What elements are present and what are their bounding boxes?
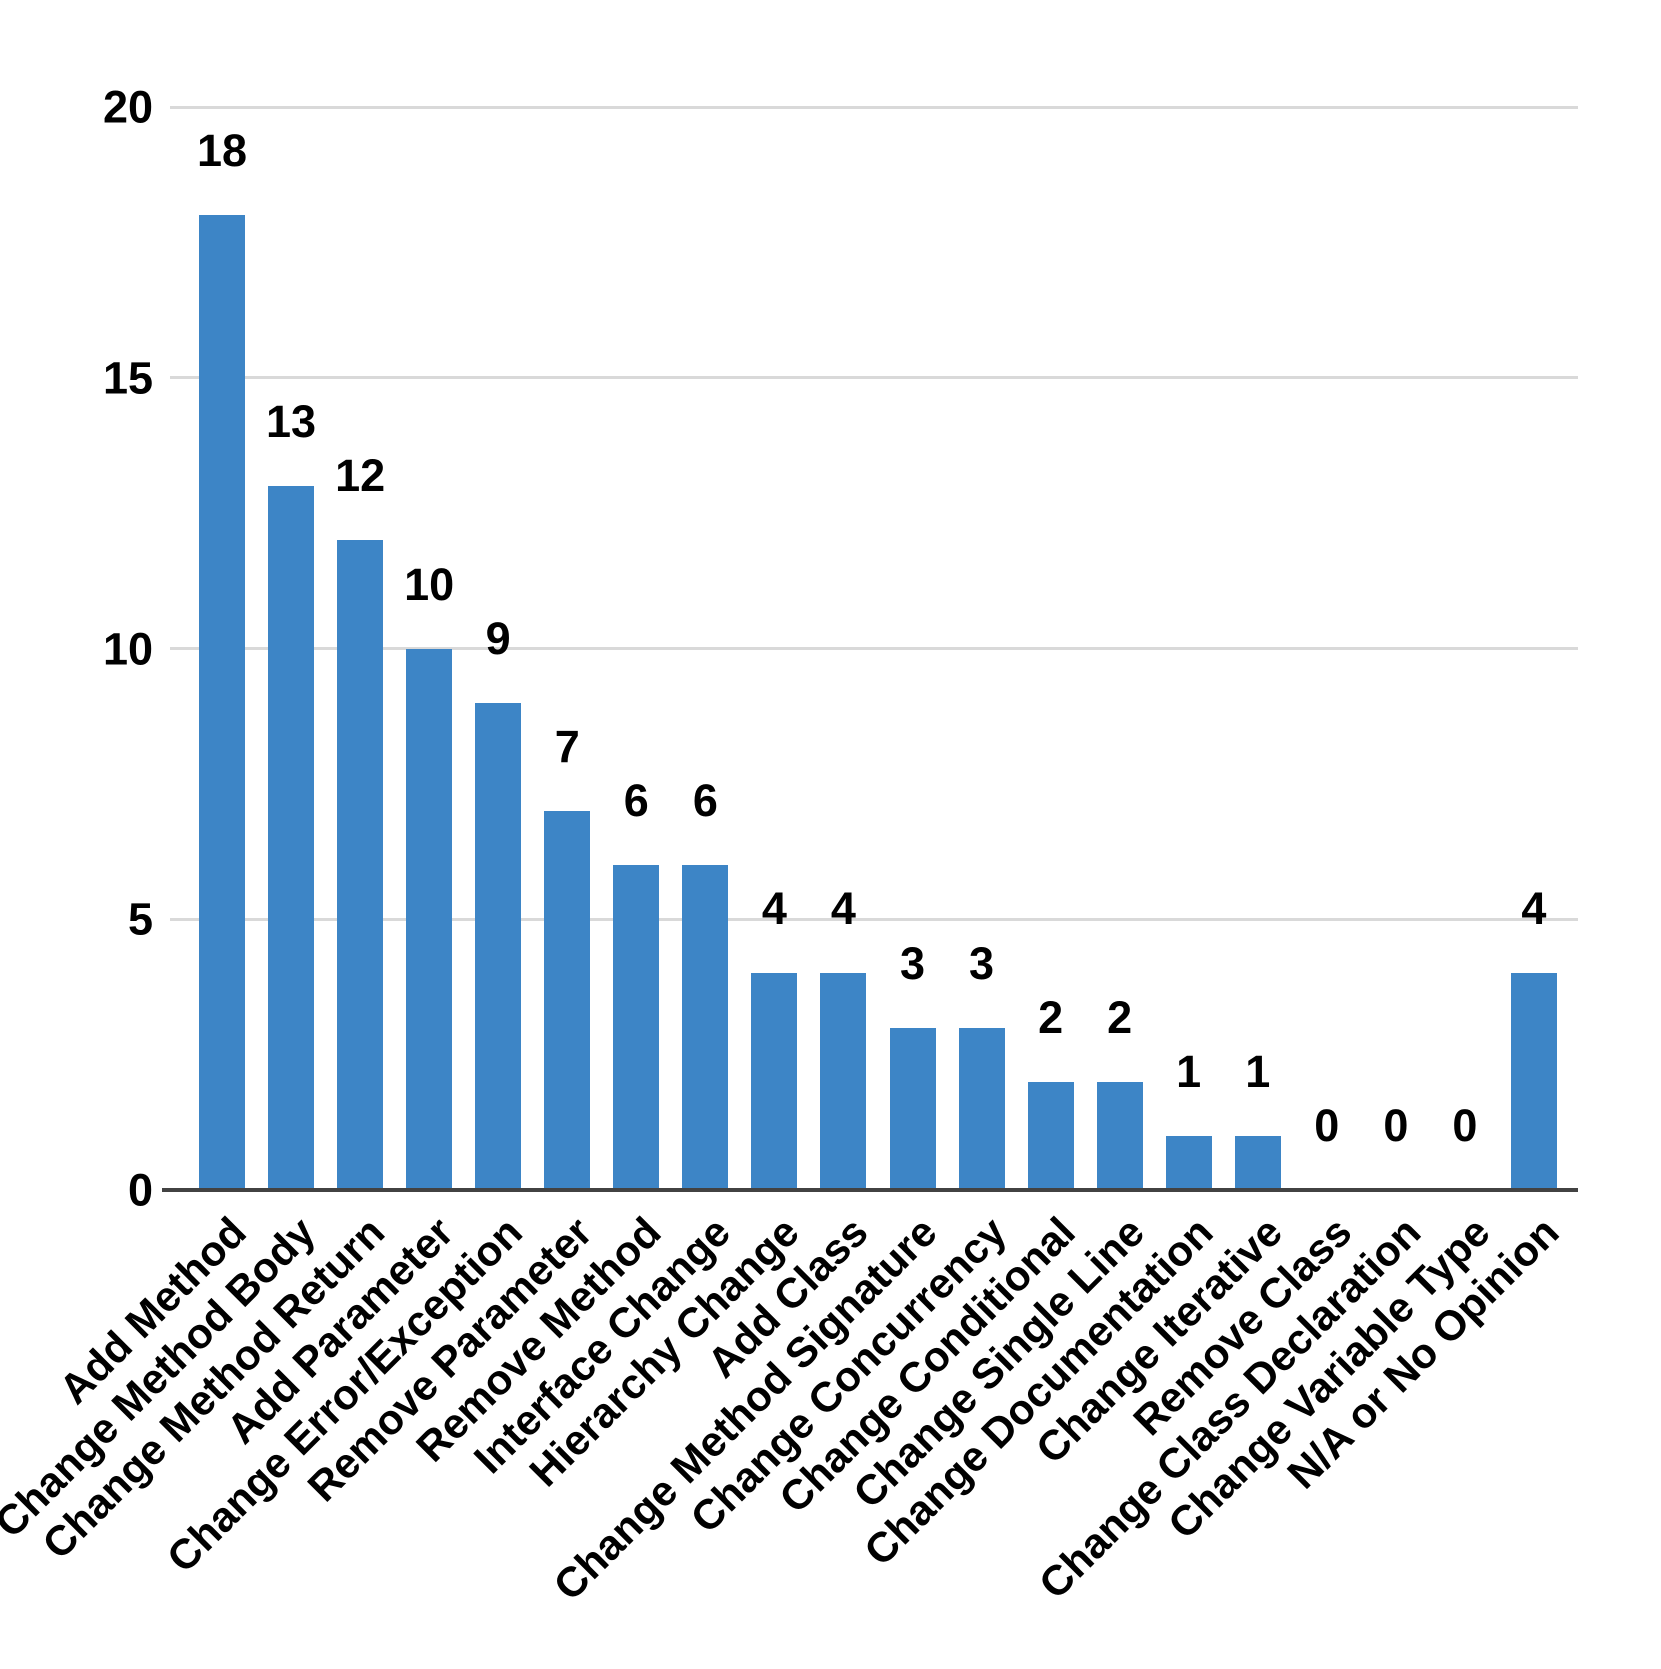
bar-19 <box>1510 973 1557 1190</box>
bar-2 <box>337 540 384 1190</box>
bar-15 <box>1234 1135 1281 1190</box>
bar-value-label: 4 <box>761 883 787 935</box>
bar-4 <box>475 702 522 1190</box>
x-axis-line <box>162 1188 1578 1192</box>
bar-value-label: 2 <box>1038 991 1064 1043</box>
bar-value-label: 2 <box>1107 991 1133 1043</box>
plot-area <box>162 105 1578 1192</box>
bar-12 <box>1027 1081 1074 1190</box>
bar-value-label: 9 <box>485 612 511 664</box>
bar-value-label: 4 <box>830 883 856 935</box>
bar-value-label: 6 <box>623 775 649 827</box>
bar-value-label: 10 <box>404 558 455 610</box>
bar-6 <box>613 865 660 1190</box>
gridline-y-10 <box>170 647 1578 650</box>
bar-value-label: 3 <box>899 937 926 989</box>
bar-3 <box>406 648 453 1190</box>
bar-value-label: 3 <box>969 937 995 989</box>
bar-13 <box>1096 1081 1143 1190</box>
y-tick-label: 10 <box>102 623 153 674</box>
bar-10 <box>889 1027 936 1190</box>
bar-value-label: 1 <box>1245 1045 1271 1097</box>
bar-11 <box>958 1027 1005 1190</box>
bar-value-label: 12 <box>335 450 386 502</box>
bar-5 <box>544 810 591 1190</box>
y-tick-label: 15 <box>102 352 153 404</box>
bar-14 <box>1165 1135 1212 1190</box>
bar-value-label: 1 <box>1176 1045 1202 1097</box>
bar-value-label: 4 <box>1521 883 1547 935</box>
bar-value-label: 18 <box>196 125 248 177</box>
bar-value-label: 6 <box>692 775 718 827</box>
bar-9 <box>820 973 867 1190</box>
y-tick-label: 0 <box>127 1164 153 1216</box>
bar-value-label: 0 <box>1452 1100 1478 1151</box>
bar-value-label: 0 <box>1314 1100 1340 1151</box>
bar-value-label: 7 <box>554 720 580 772</box>
bar-0 <box>199 215 245 1190</box>
gridline-y-15 <box>170 376 1578 380</box>
y-tick-label: 5 <box>127 893 153 945</box>
gridline-y-5 <box>170 917 1578 921</box>
y-tick-label: 20 <box>102 81 153 133</box>
bar-value-label: 0 <box>1383 1100 1409 1151</box>
bar-1 <box>268 486 315 1190</box>
bar-8 <box>751 973 798 1190</box>
gridline-y-20 <box>170 105 1578 109</box>
bar-7 <box>682 865 729 1190</box>
bar-value-label: 13 <box>266 396 317 448</box>
